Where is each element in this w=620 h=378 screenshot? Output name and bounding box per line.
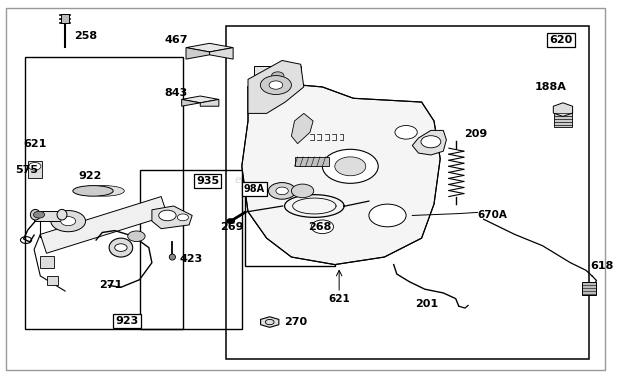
Circle shape [159,210,176,221]
Polygon shape [186,48,210,59]
Circle shape [322,149,378,183]
Text: 618: 618 [590,262,614,271]
Polygon shape [182,96,219,103]
Polygon shape [242,83,440,265]
Text: 620: 620 [549,35,573,45]
Circle shape [33,211,45,218]
Text: 670A: 670A [477,210,507,220]
Bar [254,66,301,83]
Circle shape [276,187,288,195]
Text: 621: 621 [329,294,350,304]
Text: 423: 423 [180,254,203,264]
Bar [61,14,69,23]
Circle shape [311,220,334,234]
Circle shape [395,125,417,139]
Circle shape [268,183,296,199]
Polygon shape [182,99,200,106]
Ellipse shape [109,238,133,257]
Text: 923: 923 [115,316,139,325]
Circle shape [115,244,127,251]
Circle shape [177,214,188,221]
Bar [294,157,329,166]
Text: 621: 621 [24,139,47,149]
Circle shape [421,136,441,148]
Ellipse shape [169,254,175,260]
Polygon shape [186,43,233,52]
Circle shape [269,81,283,89]
Text: 271: 271 [99,280,123,290]
Bar [25,57,183,329]
Polygon shape [412,130,446,155]
Circle shape [369,204,406,227]
Text: 98A: 98A [244,184,265,194]
Text: 209: 209 [464,129,487,139]
Circle shape [260,76,291,94]
Circle shape [272,72,284,79]
Polygon shape [260,317,279,327]
Circle shape [61,217,76,226]
Circle shape [227,219,234,223]
Ellipse shape [30,209,40,220]
Text: 467: 467 [164,35,188,45]
Polygon shape [291,113,313,144]
Ellipse shape [57,209,67,220]
Ellipse shape [84,186,124,196]
Polygon shape [248,60,304,113]
Bar [46,276,58,285]
Polygon shape [200,99,219,106]
Bar [28,161,42,178]
Text: 270: 270 [284,317,307,327]
Text: 843: 843 [164,88,187,98]
Bar [245,181,335,266]
Circle shape [128,231,145,242]
Bar [554,110,572,127]
Polygon shape [553,103,573,116]
Circle shape [335,157,366,176]
Text: 575: 575 [16,165,38,175]
Bar [34,211,62,221]
Polygon shape [210,48,233,59]
Text: 268: 268 [308,222,332,232]
Bar [226,26,589,359]
Circle shape [29,163,41,170]
Text: eReplacementParts.com: eReplacementParts.com [234,175,361,184]
Text: 258: 258 [74,31,97,41]
Text: 935: 935 [196,176,219,186]
Polygon shape [40,197,167,253]
Text: 269: 269 [220,222,244,232]
Text: 201: 201 [415,299,438,309]
Circle shape [291,184,314,198]
Text: 922: 922 [79,171,102,181]
Text: 188A: 188A [534,82,566,92]
Bar [40,256,54,268]
Bar [140,170,242,329]
Polygon shape [152,206,192,229]
Circle shape [51,211,86,232]
Circle shape [264,67,291,84]
Bar [582,282,596,295]
Ellipse shape [73,186,113,196]
